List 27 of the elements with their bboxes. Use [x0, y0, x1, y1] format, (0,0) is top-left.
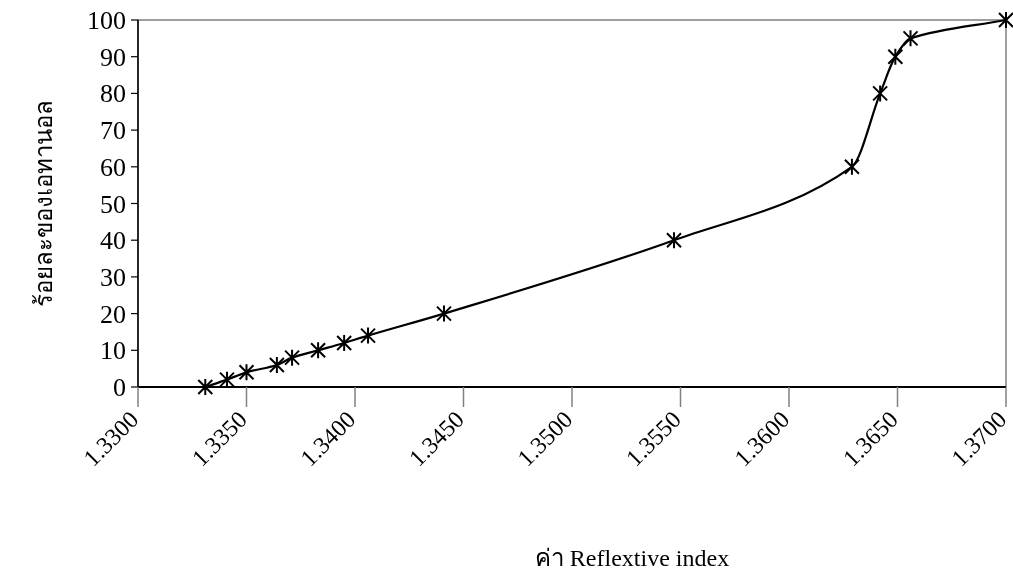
point [268, 355, 285, 374]
point [998, 11, 1013, 29]
y-tick-label: 30 [100, 262, 126, 292]
y-tick-label: 40 [100, 226, 126, 256]
point [238, 363, 255, 382]
point [887, 47, 904, 66]
point [360, 326, 377, 345]
y-tick-label: 0 [113, 373, 126, 402]
point [435, 304, 452, 323]
x-axis-title: ค่า Reflextive index [534, 545, 730, 571]
point [310, 341, 327, 360]
y-tick-label: 100 [87, 6, 126, 35]
y-tick-label: 10 [100, 336, 126, 366]
y-tick-label: 70 [100, 116, 126, 146]
point [843, 157, 860, 176]
y-axis-title: ร้อยละของเอทานอล [31, 100, 57, 307]
point [902, 29, 919, 48]
y-tick-label: 60 [100, 152, 126, 182]
y-tick-label: 50 [100, 189, 126, 219]
point [284, 348, 301, 367]
point [665, 231, 682, 250]
point [336, 333, 353, 352]
y-tick-label: 80 [100, 79, 126, 109]
y-tick-label: 20 [100, 299, 126, 329]
point [872, 84, 889, 103]
y-tick-label: 90 [100, 42, 126, 72]
point [197, 378, 214, 396]
